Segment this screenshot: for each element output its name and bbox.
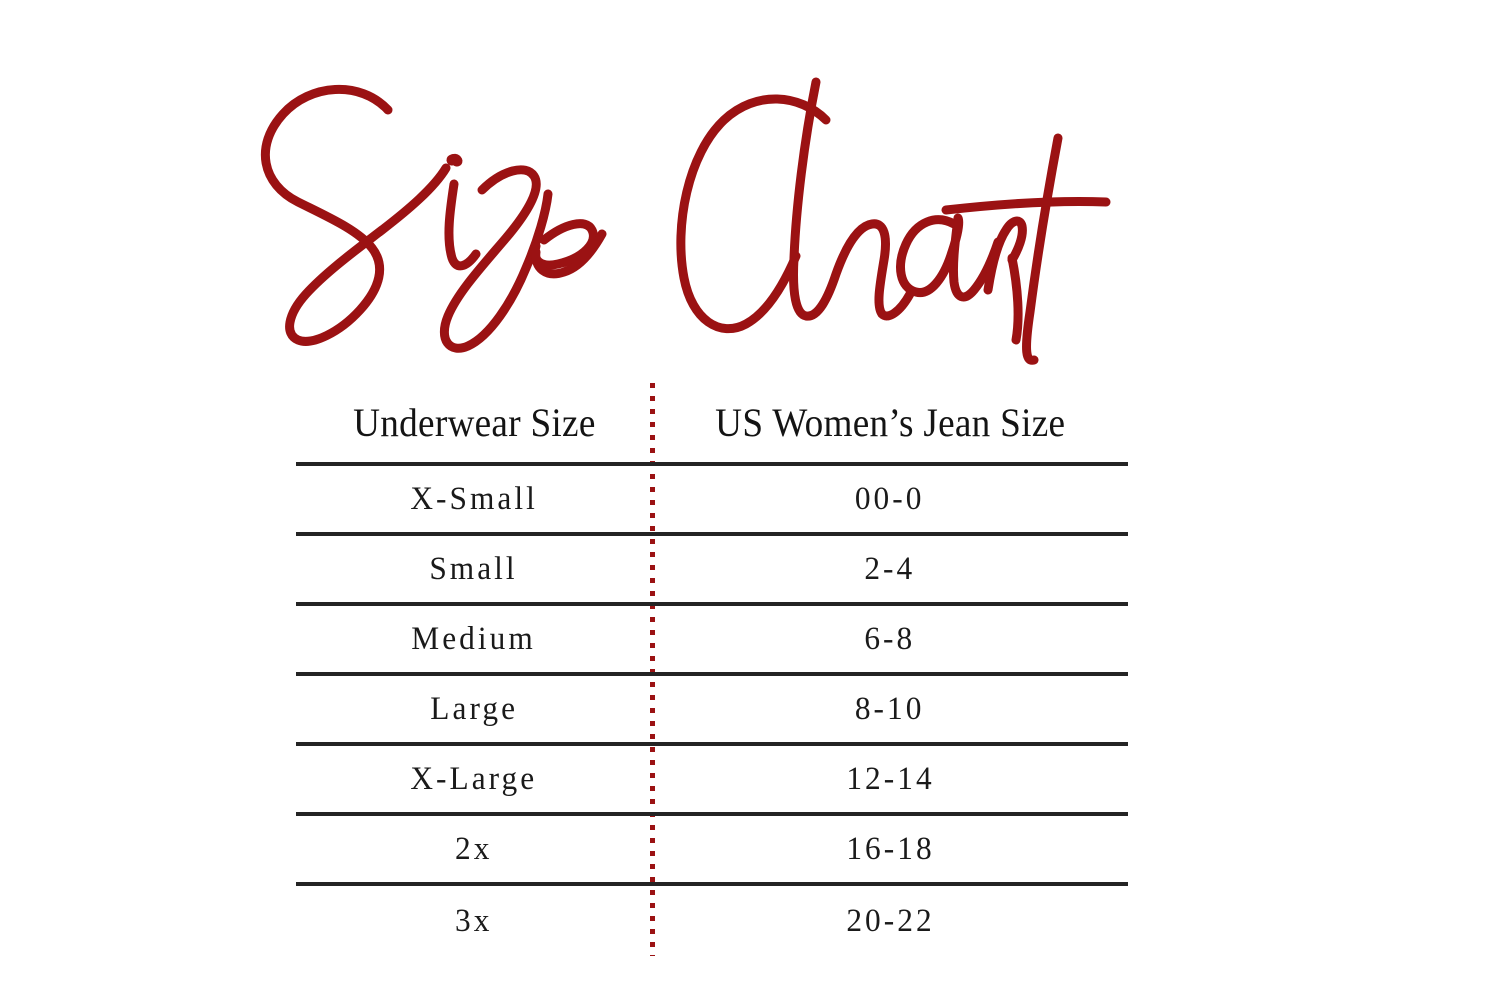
table-row: 3x 20-22: [296, 886, 1128, 956]
cell-value: 8-10: [855, 690, 925, 727]
table-header-row: Underwear Size US Women’s Jean Size: [296, 383, 1128, 466]
table-header-cell-jean-size: US Women’s Jean Size: [652, 383, 1128, 462]
table-cell-jean-size: 00-0: [652, 466, 1128, 532]
table-grid: Underwear Size US Women’s Jean Size X-Sm…: [296, 383, 1128, 956]
table-cell-jean-size: 8-10: [652, 676, 1128, 742]
cell-value: 12-14: [845, 760, 935, 797]
table-cell-underwear-size: 3x: [296, 886, 652, 956]
cell-value: X-Large: [410, 760, 538, 797]
column-header-label: Underwear Size: [352, 400, 596, 445]
table-cell-jean-size: 12-14: [652, 746, 1128, 812]
table-cell-underwear-size: X-Large: [296, 746, 652, 812]
cell-value: 2-4: [864, 550, 916, 587]
dotted-column-divider-icon: [650, 383, 655, 956]
table-row: Medium 6-8: [296, 606, 1128, 676]
cell-value: X-Small: [410, 480, 538, 517]
cell-value: 2x: [455, 830, 493, 867]
cell-value: 20-22: [845, 902, 935, 939]
cell-value: 16-18: [845, 830, 935, 867]
title-script-artwork: [260, 77, 1111, 365]
table-cell-underwear-size: Small: [296, 536, 652, 602]
table-cell-underwear-size: 2x: [296, 816, 652, 882]
cell-value: Small: [429, 550, 519, 587]
page-title: Size Chart: [240, 62, 1130, 372]
cell-value: 3x: [455, 902, 493, 939]
table-cell-underwear-size: Medium: [296, 606, 652, 672]
cell-value: 00-0: [855, 480, 925, 517]
table-row: Small 2-4: [296, 536, 1128, 606]
table-cell-jean-size: 20-22: [652, 886, 1128, 956]
table-row: 2x 16-18: [296, 816, 1128, 886]
cell-value: Medium: [411, 620, 537, 657]
table-row: X-Large 12-14: [296, 746, 1128, 816]
table-cell-underwear-size: Large: [296, 676, 652, 742]
cell-value: Large: [430, 690, 518, 727]
table-cell-jean-size: 16-18: [652, 816, 1128, 882]
table-header-cell-underwear-size: Underwear Size: [296, 383, 652, 462]
column-header-label: US Women’s Jean Size: [714, 400, 1066, 445]
table-cell-jean-size: 2-4: [652, 536, 1128, 602]
table-row: Large 8-10: [296, 676, 1128, 746]
table-cell-underwear-size: X-Small: [296, 466, 652, 532]
table-row: X-Small 00-0: [296, 466, 1128, 536]
cell-value: 6-8: [864, 620, 916, 657]
table-cell-jean-size: 6-8: [652, 606, 1128, 672]
size-chart-table: Underwear Size US Women’s Jean Size X-Sm…: [296, 383, 1128, 958]
